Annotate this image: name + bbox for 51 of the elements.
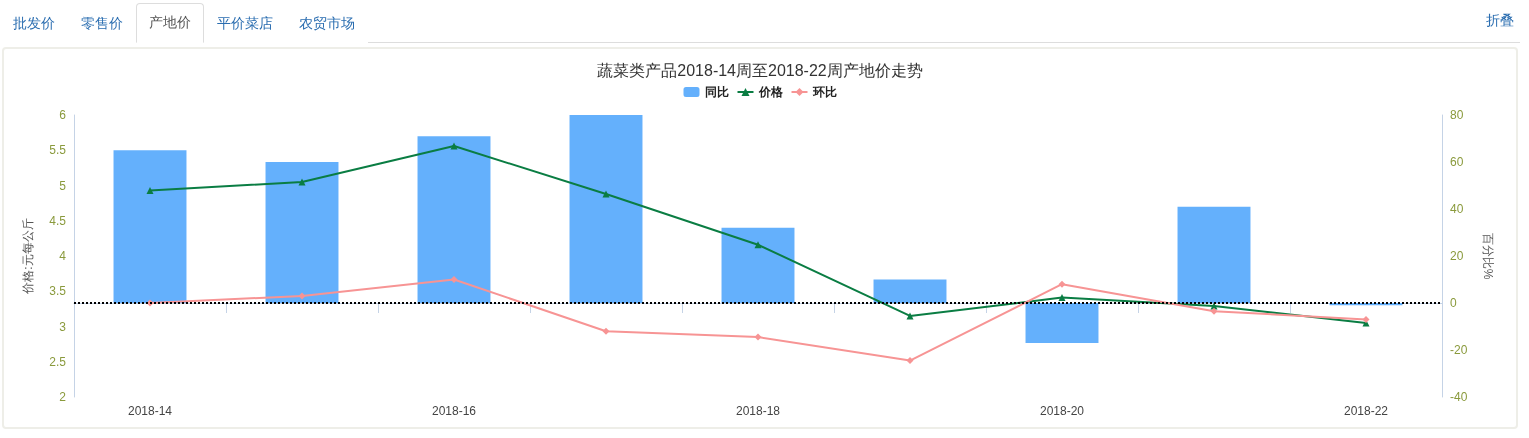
bar xyxy=(569,115,643,303)
y-tick-label: 3 xyxy=(59,319,67,334)
y-tick-label: 5.5 xyxy=(49,143,67,158)
legend-label: 环比 xyxy=(811,85,837,99)
x-tick-label: 2018-22 xyxy=(1343,404,1389,418)
x-tick-label: 2018-16 xyxy=(431,404,477,418)
point xyxy=(906,357,914,365)
point xyxy=(1058,280,1066,288)
y-axis-title: 价格:元每公斤 xyxy=(21,218,35,295)
legend-label: 同比 xyxy=(704,85,729,99)
point xyxy=(298,292,306,300)
y-tick-label: 5 xyxy=(59,178,67,193)
y2-tick-label: 80 xyxy=(1450,108,1464,122)
y-tick-label: 4.5 xyxy=(49,213,67,228)
y-tick-label: 6 xyxy=(59,108,67,122)
chart-title: 蔬菜类产品2018-14周至2018-22周产地价走势 xyxy=(597,61,923,79)
x-tick-label: 2018-14 xyxy=(127,404,173,418)
legend-label: 价格 xyxy=(757,85,784,99)
y2-axis-title: 百分比% xyxy=(1481,232,1495,280)
y-tick-label: 3.5 xyxy=(49,284,67,299)
point xyxy=(906,312,914,320)
y2-tick-label: -40 xyxy=(1450,390,1468,404)
point xyxy=(1210,307,1218,315)
y-tick-label: 4 xyxy=(59,249,67,263)
tab-bar: 批发价 零售价 产地价 平价菜店 农贸市场 折叠 xyxy=(0,0,1520,43)
y2-tick-label: 20 xyxy=(1450,249,1464,263)
point xyxy=(602,327,610,335)
x-tick-label: 2018-18 xyxy=(735,404,781,418)
point xyxy=(1058,294,1066,302)
y2-tick-label: 60 xyxy=(1450,155,1464,169)
y-tick-label: 2.5 xyxy=(49,354,67,369)
bar xyxy=(417,136,491,303)
y-tick-label: 2 xyxy=(59,390,67,404)
point xyxy=(602,190,610,198)
x-tick-label: 2018-20 xyxy=(1039,404,1085,418)
bar xyxy=(113,150,187,303)
y2-tick-label: -20 xyxy=(1450,343,1468,357)
bar xyxy=(265,162,339,303)
bar xyxy=(721,227,795,303)
point xyxy=(298,178,306,186)
point xyxy=(450,142,458,150)
point xyxy=(146,186,154,194)
point xyxy=(1362,315,1370,323)
bar xyxy=(873,279,947,303)
point xyxy=(754,241,762,249)
point xyxy=(754,333,762,341)
y2-tick-label: 0 xyxy=(1450,296,1457,310)
bar xyxy=(1025,303,1099,343)
y2-tick-label: 40 xyxy=(1450,202,1464,216)
bar xyxy=(1177,206,1251,303)
point xyxy=(450,276,458,283)
